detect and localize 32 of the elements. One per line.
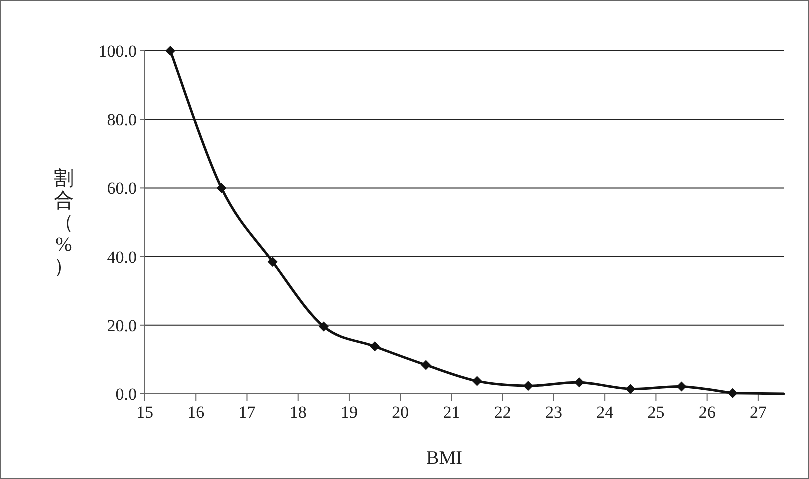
y-axis-title: 割合（%） [54, 168, 74, 278]
x-tick-label: 22 [494, 403, 512, 422]
x-tick-label: 23 [545, 403, 562, 422]
x-tick-label: 15 [136, 403, 154, 422]
point [626, 384, 636, 394]
x-axis-title: BMI [426, 448, 462, 469]
point [318, 322, 329, 332]
x-tick-label: 16 [188, 403, 205, 422]
y-tick-label: 0.0 [116, 385, 137, 404]
x-tick-label: 19 [340, 403, 358, 422]
x-tick-label: 17 [238, 403, 256, 422]
x-tick-label: 26 [698, 403, 716, 422]
y-tick-label: 40.0 [107, 248, 137, 267]
point [421, 360, 432, 370]
y-tick-label: 60.0 [107, 179, 137, 198]
x-tick-label: 27 [750, 403, 768, 422]
x-tick-label: 20 [392, 403, 410, 422]
x-tick-label: 25 [648, 403, 665, 422]
point [574, 378, 585, 388]
point [268, 256, 278, 267]
x-tick-label: 24 [596, 403, 614, 422]
point [370, 342, 380, 352]
point [216, 183, 227, 194]
x-tick-label: 21 [443, 403, 460, 422]
y-tick-label: 100.0 [98, 42, 137, 61]
x-tick-label: 18 [290, 403, 307, 422]
point [676, 382, 687, 392]
y-tick-label: 80.0 [107, 110, 137, 130]
point [472, 376, 482, 386]
point [523, 381, 534, 392]
y-tick-label: 20.0 [107, 316, 137, 336]
point [166, 46, 176, 56]
